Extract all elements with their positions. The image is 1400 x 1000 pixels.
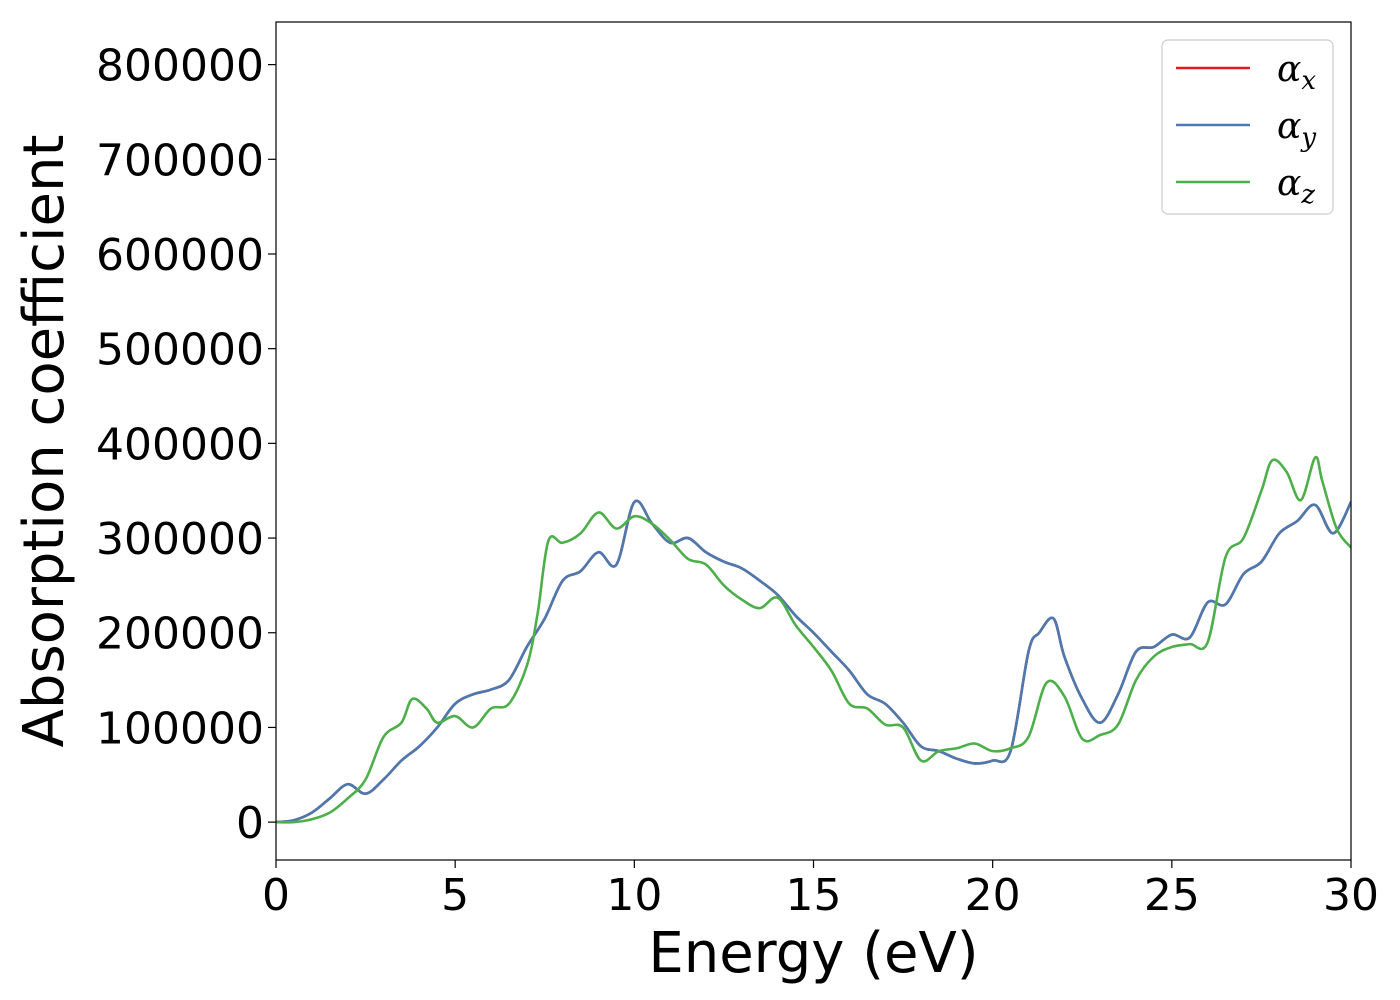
legend-symbol: α [1277,163,1301,204]
y-tick-label: 300000 [96,514,264,565]
x-tick-label: 0 [262,870,290,921]
legend-item-alpha-x: αx [1176,49,1316,96]
x-tick-label: 20 [965,870,1021,921]
legend-item-alpha-z: αz [1176,163,1315,210]
y-tick-label: 700000 [96,135,264,186]
legend-symbol: α [1277,106,1301,147]
x-tick-label: 25 [1144,870,1200,921]
plot-frame [275,21,1352,861]
y-tick-label: 800000 [96,41,264,92]
legend-subscript: x [1301,66,1316,96]
legend-label: αy [1277,106,1316,153]
y-tick-label: 600000 [96,230,264,281]
legend-subscript: y [1300,123,1316,153]
x-axis-title: Energy (eV) [648,921,978,986]
y-tick-label: 500000 [96,325,264,376]
legend-box [1161,39,1334,215]
legend-symbol: α [1277,49,1301,90]
y-axis-title: Absorption coefficient [12,135,77,748]
series-line-alpha-x [276,499,1351,824]
legend-item-alpha-y: αy [1176,106,1316,153]
series-line-alpha-z [276,455,1351,824]
legend-label: αx [1277,49,1316,96]
x-tick-label: 5 [441,870,469,921]
x-tick-label: 30 [1323,870,1379,921]
series-line-alpha-y [276,499,1351,824]
y-tick-label: 100000 [96,703,264,754]
y-tick-label: 400000 [96,419,264,470]
y-axis-ticks: 0 100000 200000 300000 400000 500000 600000 700… [96,41,276,849]
x-tick-label: 10 [606,870,662,921]
legend-subscript: z [1300,180,1315,210]
series-layer [276,455,1351,824]
y-tick-label: 0 [236,798,264,849]
legend-label: αz [1277,163,1315,210]
x-axis-ticks: 0 5 10 15 20 25 30 [262,860,1379,921]
x-tick-label: 15 [786,870,842,921]
y-tick-label: 200000 [96,609,264,660]
